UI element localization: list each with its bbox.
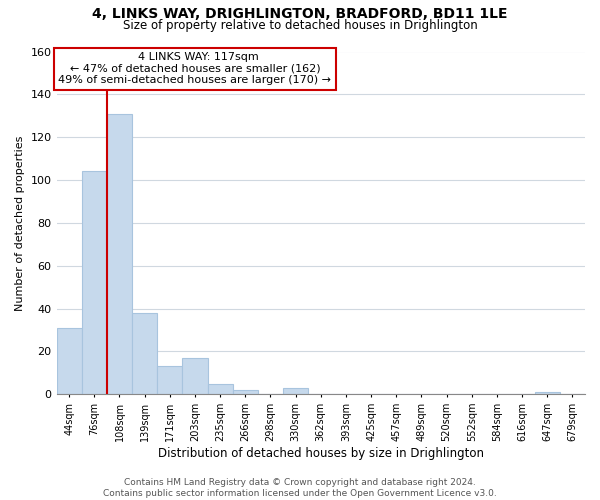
Bar (283, 388, 308, 394)
Text: 4 LINKS WAY: 117sqm
← 47% of detached houses are smaller (162)
49% of semi-detac: 4 LINKS WAY: 117sqm ← 47% of detached ho… (58, 52, 331, 85)
Bar (82, 172, 107, 394)
Y-axis label: Number of detached properties: Number of detached properties (15, 135, 25, 310)
Bar (182, 358, 208, 395)
Bar (233, 390, 258, 394)
Bar (208, 384, 233, 394)
Bar (56, 328, 82, 394)
Bar (535, 392, 560, 394)
Text: Contains HM Land Registry data © Crown copyright and database right 2024.
Contai: Contains HM Land Registry data © Crown c… (103, 478, 497, 498)
Bar (132, 313, 157, 394)
X-axis label: Distribution of detached houses by size in Drighlington: Distribution of detached houses by size … (158, 447, 484, 460)
Bar (107, 114, 132, 394)
Text: Size of property relative to detached houses in Drighlington: Size of property relative to detached ho… (122, 19, 478, 32)
Bar (157, 366, 182, 394)
Text: 4, LINKS WAY, DRIGHLINGTON, BRADFORD, BD11 1LE: 4, LINKS WAY, DRIGHLINGTON, BRADFORD, BD… (92, 8, 508, 22)
